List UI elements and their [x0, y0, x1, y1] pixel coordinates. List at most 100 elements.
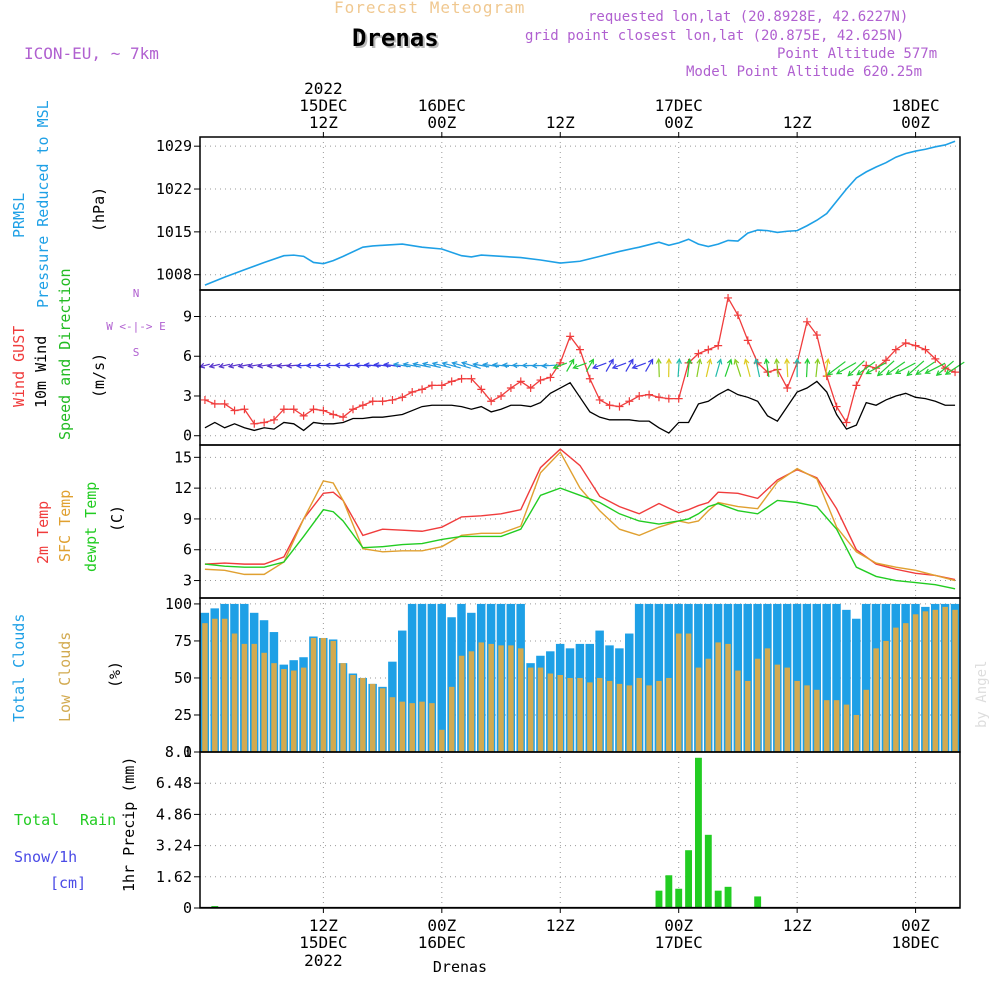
y-tick-label: 100	[165, 595, 192, 613]
low-cloud-bar	[478, 642, 485, 752]
wind-direction-arrowhead	[247, 362, 254, 369]
wind-direction-arrow	[442, 362, 461, 369]
low-cloud-bar	[350, 675, 356, 752]
wind-direction-arrowhead	[402, 361, 409, 368]
wind-gust-marker	[348, 405, 357, 414]
wind-gust-marker	[250, 419, 259, 428]
wind-direction-arrowhead	[648, 358, 654, 365]
x-label-hour: 12Z	[546, 113, 575, 132]
wind-direction-arrow	[345, 364, 361, 367]
wind-direction-arrowhead	[382, 362, 390, 368]
low-cloud-bar	[685, 633, 692, 752]
wind-dir-label: Speed and Direction	[56, 268, 74, 440]
wind-direction-arrowhead	[773, 357, 780, 365]
wind-direction-arrowhead	[784, 357, 790, 364]
low-cloud-bar	[399, 701, 406, 752]
wind-direction-arrowhead	[421, 361, 429, 368]
wind-direction-arrow	[573, 362, 587, 369]
y-tick-label: 6	[183, 541, 192, 559]
low-cloud-bar	[932, 609, 939, 752]
y-tick-label: 3	[183, 387, 192, 405]
wind-gust-marker	[822, 372, 831, 381]
total-cloud-label: Total Clouds	[10, 614, 28, 722]
wind-direction-arrowhead	[324, 362, 331, 369]
wind-gust-marker	[339, 413, 348, 422]
low-cloud-bar	[794, 680, 800, 752]
low-cloud-bar	[636, 677, 642, 752]
wind-direction-arrow	[936, 360, 955, 376]
wind-direction-arrowhead	[315, 362, 321, 369]
low-cloud-bar	[300, 667, 307, 752]
wind-direction-arrow	[677, 359, 680, 378]
total-cloud-bar	[644, 603, 654, 752]
low-cloud-bar	[567, 677, 573, 752]
wind-gust-marker	[388, 395, 397, 404]
wind-direction-arrowhead	[924, 368, 931, 374]
wind-direction-arrow	[592, 362, 607, 369]
wind-direction-arrow	[895, 362, 916, 374]
model-altitude: Model Point Altitude 620.25m	[686, 64, 923, 80]
y-tick-label: 0	[183, 427, 192, 445]
low-cloud-bar	[547, 673, 554, 752]
wind-direction-arrowhead	[531, 362, 538, 369]
low-cloud-bar	[853, 714, 860, 752]
model-label: ICON-EU, ~ 7km	[24, 44, 159, 63]
low-cloud-bar	[231, 633, 238, 752]
low-cloud-bar	[468, 651, 475, 752]
low-cloud-bar	[537, 667, 544, 752]
low-cloud-bar	[508, 645, 514, 752]
wind-gust-marker	[536, 376, 545, 385]
y-tick-label: 75	[174, 632, 192, 650]
point-altitude: Point Altitude 577m	[777, 46, 938, 62]
wind-direction-arrow	[393, 363, 411, 368]
wind-direction-arrowhead	[876, 370, 883, 377]
wind-direction-arrowhead	[482, 362, 489, 368]
low-cloud-bar	[202, 623, 208, 752]
wind-direction-arrow	[384, 363, 401, 368]
wind-direction-arrow	[686, 359, 691, 378]
low-cloud-bar	[952, 609, 958, 752]
low-cloud-bar	[320, 637, 327, 752]
wind-direction-arrow	[199, 363, 210, 368]
low-cloud-bar	[310, 637, 317, 752]
wind-direction-arrowhead	[628, 358, 634, 365]
y-tick-label: 1022	[156, 180, 192, 198]
wind-direction-arrowhead	[915, 369, 922, 376]
low-cloud-bar	[251, 643, 258, 752]
wind-direction-arrowhead	[591, 363, 599, 370]
wind-direction-arrowhead	[835, 369, 842, 375]
wind-direction-arrow	[612, 362, 627, 369]
wind-gust-marker	[220, 399, 229, 408]
wind-direction-arrowhead	[716, 358, 723, 365]
compass-north: N	[133, 287, 140, 300]
wind-direction-arrow	[553, 362, 568, 369]
wind-direction-arrowhead	[572, 363, 579, 370]
wind-gust-marker	[724, 293, 733, 302]
x-label-year: 2022	[304, 79, 343, 98]
wind-direction-arrow	[632, 362, 647, 369]
x-label-hour: 00Z	[664, 113, 693, 132]
x-label-hour: 12Z	[783, 916, 812, 935]
wind-direction-arrowhead	[460, 361, 468, 367]
low-cloud-bar	[646, 685, 652, 752]
y-tick-label: 1029	[156, 137, 192, 155]
total-cloud-bar	[842, 609, 851, 752]
wind-gust-marker	[635, 391, 644, 400]
low-cloud-bar	[725, 643, 731, 752]
rain-bar	[714, 890, 722, 908]
total-cloud-bar	[447, 617, 456, 752]
wind-direction-arrowhead	[686, 357, 693, 365]
temp-2m-line	[204, 448, 956, 581]
rain-bar	[704, 834, 712, 908]
total-cloud-bar	[427, 603, 437, 752]
wind-direction-arrowhead	[305, 362, 312, 369]
x-label-hour: 12Z	[783, 113, 812, 132]
wind-direction-arrowhead	[676, 357, 682, 364]
temp-2m-label: 2m Temp	[34, 501, 52, 564]
low-cloud-bar	[666, 677, 672, 752]
wind-direction-arrow	[696, 359, 701, 378]
rain-bar	[675, 888, 683, 908]
wind-gust-marker	[576, 345, 584, 354]
wind-direction-arrowhead	[611, 363, 618, 370]
low-cloud-bar	[715, 642, 721, 752]
